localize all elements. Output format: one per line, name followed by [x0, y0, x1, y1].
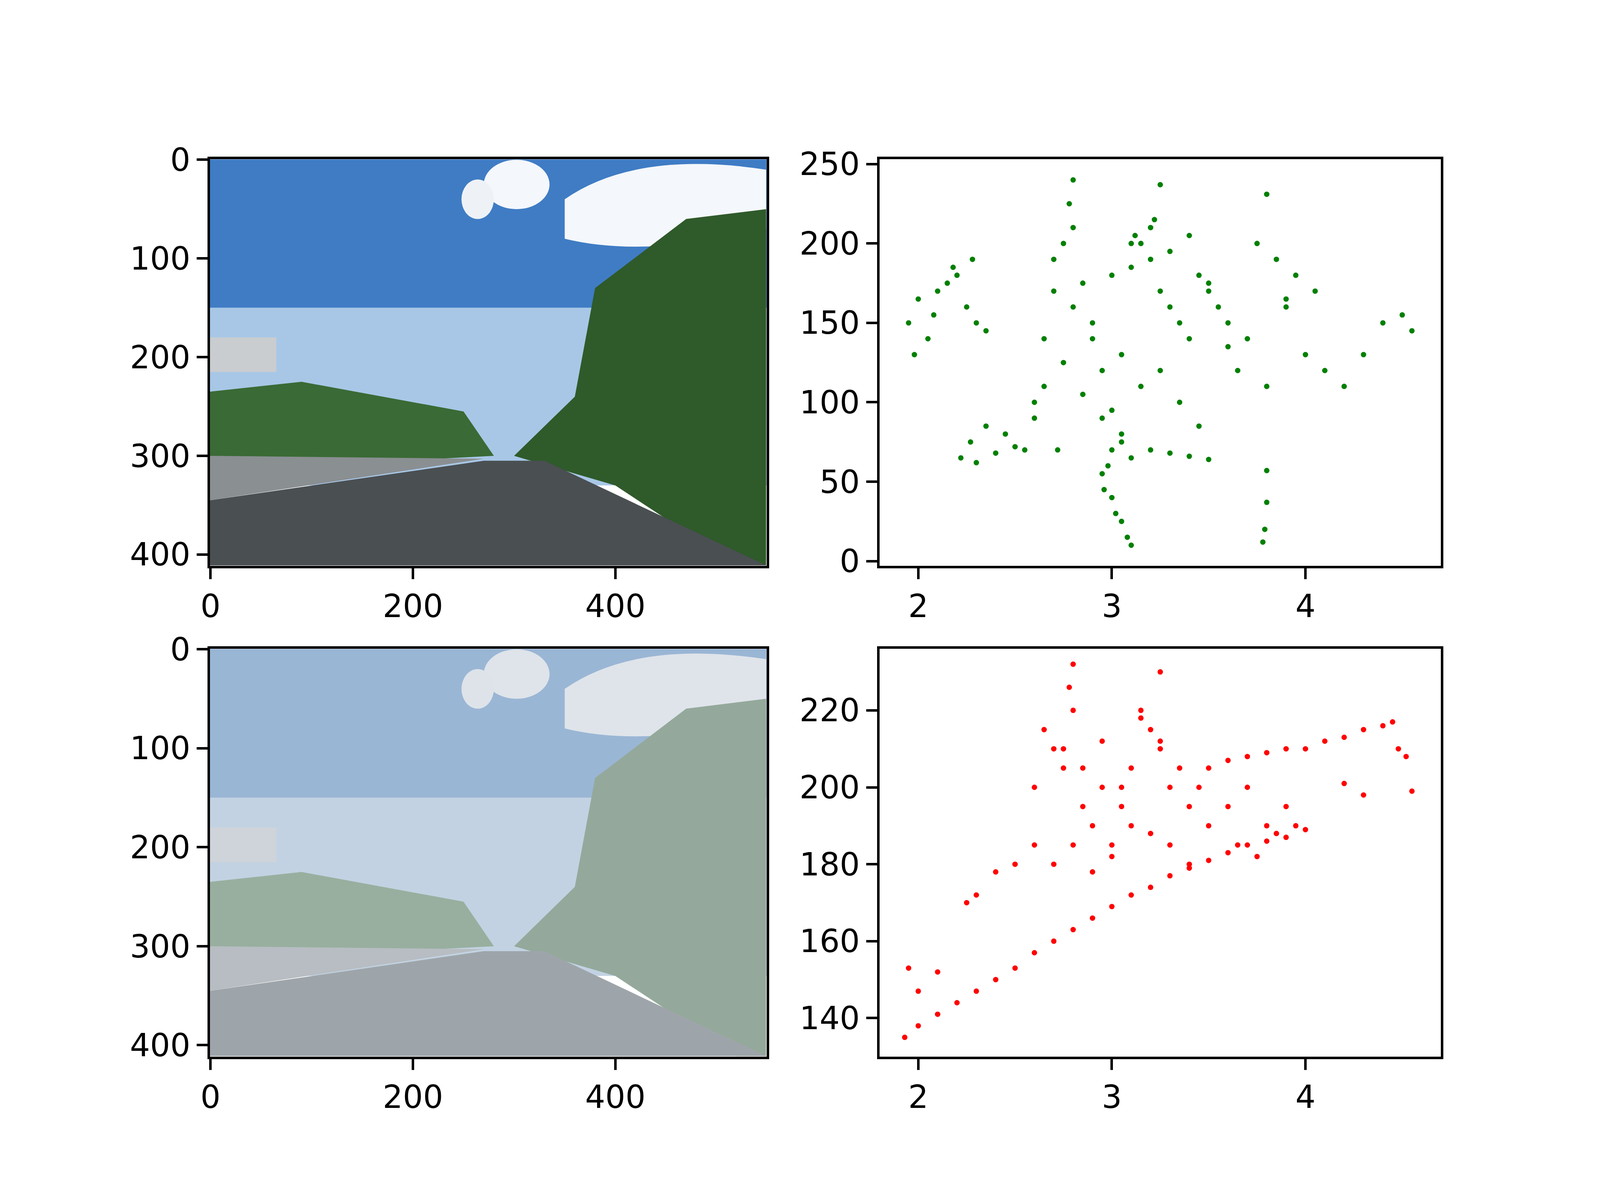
svg-text:0: 0: [839, 542, 860, 580]
svg-text:400: 400: [130, 1026, 191, 1064]
svg-text:4: 4: [1295, 587, 1316, 625]
svg-text:200: 200: [382, 1078, 443, 1116]
svg-text:2: 2: [908, 587, 929, 625]
svg-text:180: 180: [799, 845, 860, 883]
svg-text:0: 0: [200, 587, 221, 625]
svg-text:0: 0: [170, 630, 190, 668]
svg-text:200: 200: [130, 338, 191, 376]
svg-text:300: 300: [130, 927, 191, 965]
svg-text:150: 150: [799, 304, 860, 342]
svg-text:300: 300: [130, 437, 191, 475]
svg-text:100: 100: [130, 240, 191, 278]
svg-text:400: 400: [585, 587, 646, 625]
svg-text:3: 3: [1101, 1078, 1122, 1116]
svg-text:200: 200: [799, 768, 860, 806]
svg-text:3: 3: [1101, 587, 1122, 625]
svg-text:100: 100: [799, 383, 860, 421]
svg-text:220: 220: [799, 691, 860, 729]
svg-text:250: 250: [799, 145, 860, 183]
svg-text:50: 50: [819, 463, 860, 501]
svg-text:400: 400: [130, 535, 191, 573]
svg-text:200: 200: [130, 828, 191, 866]
svg-text:4: 4: [1295, 1078, 1316, 1116]
svg-text:100: 100: [130, 729, 191, 767]
svg-text:200: 200: [382, 587, 443, 625]
svg-text:140: 140: [799, 999, 860, 1037]
svg-text:160: 160: [799, 922, 860, 960]
svg-text:400: 400: [585, 1078, 646, 1116]
svg-text:2: 2: [908, 1078, 929, 1116]
svg-text:0: 0: [170, 141, 190, 179]
svg-text:0: 0: [200, 1078, 221, 1116]
svg-text:200: 200: [799, 225, 860, 263]
